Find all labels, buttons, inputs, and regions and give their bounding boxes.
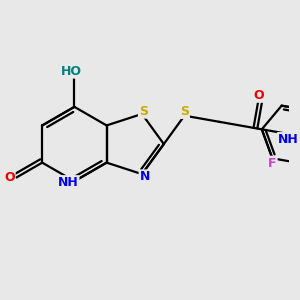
Text: O: O [4, 171, 15, 184]
Text: NH: NH [58, 176, 79, 189]
Text: HO: HO [61, 64, 82, 78]
Text: N: N [140, 170, 150, 183]
Text: F: F [268, 157, 277, 170]
Text: O: O [253, 89, 264, 102]
Text: S: S [180, 105, 189, 118]
Text: NH: NH [278, 133, 298, 146]
Text: S: S [139, 105, 148, 118]
